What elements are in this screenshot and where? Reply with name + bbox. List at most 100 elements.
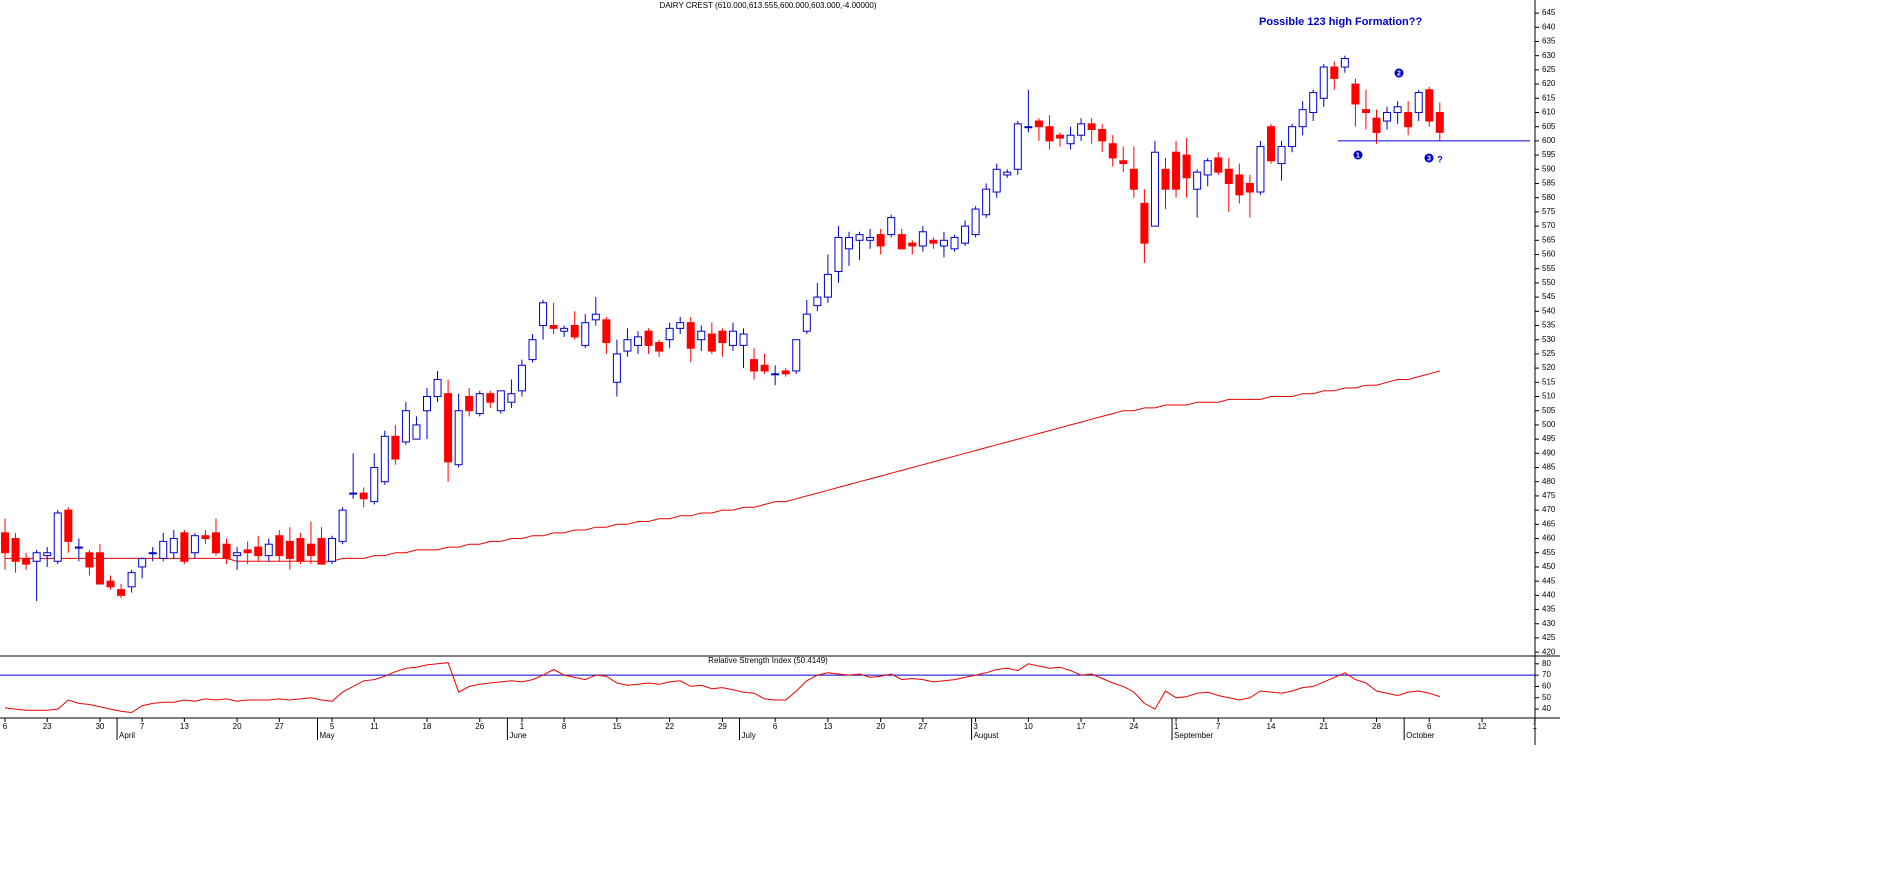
candle-body	[507, 393, 516, 403]
candle-body	[465, 396, 474, 412]
candle-body	[1372, 117, 1381, 133]
candle-body	[1288, 126, 1297, 148]
candle-body	[792, 339, 801, 372]
candle-body	[1119, 160, 1128, 165]
marker-circle	[1394, 68, 1404, 78]
candle-body	[1425, 89, 1434, 122]
candle-body	[53, 512, 62, 562]
x-tick-label: 21	[1319, 722, 1328, 731]
x-tick-label: 12	[1478, 722, 1487, 731]
x-tick-label: 14	[1267, 722, 1276, 731]
y-tick-label: 560	[1542, 250, 1556, 259]
candle-body	[1414, 92, 1423, 113]
candle-body	[233, 552, 242, 557]
candle-body	[1172, 151, 1181, 190]
candle-body	[1277, 146, 1286, 165]
candle-body	[148, 552, 157, 555]
candle-body	[718, 330, 727, 344]
y-tick-label: 630	[1542, 51, 1556, 60]
candle-body	[697, 330, 706, 341]
candle-body	[1108, 143, 1117, 159]
candle-body	[285, 540, 294, 559]
candle-body	[117, 589, 126, 596]
y-tick-label: 440	[1542, 590, 1556, 599]
candle-body	[190, 535, 199, 554]
candle-body	[496, 390, 505, 412]
candle-body	[106, 580, 115, 588]
candle-body	[127, 572, 136, 588]
candle-body	[834, 236, 843, 273]
candle-body	[1150, 151, 1159, 227]
candle-body	[539, 302, 548, 327]
x-tick-label: 23	[43, 722, 52, 731]
candle-body	[201, 535, 210, 540]
x-tick-label: 3	[973, 722, 978, 731]
marker-label: 3	[1427, 155, 1431, 162]
y-tick-label: 590	[1542, 164, 1556, 173]
candle-body	[1256, 146, 1265, 193]
candle-body	[1224, 168, 1233, 184]
x-tick-label: 10	[1024, 722, 1033, 731]
x-tick-label: 1	[1533, 722, 1538, 731]
candle-body	[570, 325, 579, 338]
candle-body	[549, 325, 558, 329]
y-tick-label: 570	[1542, 221, 1556, 230]
y-tick-label: 545	[1542, 292, 1556, 301]
candle-body	[212, 532, 220, 554]
x-tick-label: 20	[876, 722, 885, 731]
candle-body	[1330, 66, 1339, 79]
candle-body	[644, 330, 653, 346]
candle-body	[581, 322, 590, 346]
candle-body	[982, 188, 991, 216]
candle-body	[454, 410, 463, 466]
x-tick-label: 24	[1129, 722, 1138, 731]
candle-body	[1129, 168, 1138, 190]
y-tick-label: 435	[1542, 605, 1556, 614]
candle-body	[929, 239, 938, 244]
y-tick-label: 540	[1542, 306, 1556, 315]
x-tick-label: 30	[95, 722, 104, 731]
x-tick-label: 20	[233, 722, 242, 731]
candle-body	[686, 322, 695, 349]
y-tick-label: 500	[1542, 420, 1556, 429]
x-tick-label: 15	[612, 722, 621, 731]
x-tick-label: 27	[275, 722, 284, 731]
candle-body	[1013, 123, 1022, 170]
candle-body	[1203, 160, 1212, 176]
candle-body	[1361, 109, 1370, 113]
candle-body	[159, 540, 168, 559]
month-label: August	[974, 731, 1000, 740]
y-tick-label: 515	[1542, 377, 1556, 386]
y-tick-label: 610	[1542, 108, 1556, 117]
candle-body	[1056, 134, 1064, 139]
y-tick-label: 520	[1542, 363, 1556, 372]
candle-body	[739, 333, 748, 346]
candle-body	[338, 509, 347, 542]
candle-body	[1298, 109, 1307, 128]
y-tick-label: 535	[1542, 321, 1556, 330]
x-tick-label: 17	[1077, 722, 1086, 731]
y-tick-label: 605	[1542, 122, 1556, 131]
candle-body	[760, 364, 769, 372]
candle-body	[918, 231, 927, 247]
candle-body	[1245, 182, 1254, 193]
y-tick-label: 425	[1542, 633, 1556, 642]
candle-body	[32, 552, 41, 562]
candle-body	[1393, 106, 1402, 113]
candle-body	[380, 435, 389, 483]
candle-body	[1182, 154, 1191, 179]
annotation: Possible 123 high Formation??	[1259, 16, 1422, 28]
marker-label: ?	[1437, 154, 1443, 164]
candle-body	[64, 509, 73, 542]
candle-body	[1024, 126, 1033, 129]
x-tick-label: 27	[918, 722, 927, 731]
x-tick-label: 29	[718, 722, 727, 731]
y-tick-label: 480	[1542, 477, 1556, 486]
candle-body	[1193, 171, 1202, 190]
candle-body	[961, 225, 970, 244]
candle-body	[781, 370, 790, 375]
y-tick-label: 470	[1542, 505, 1556, 514]
y-tick-label: 580	[1542, 193, 1556, 202]
